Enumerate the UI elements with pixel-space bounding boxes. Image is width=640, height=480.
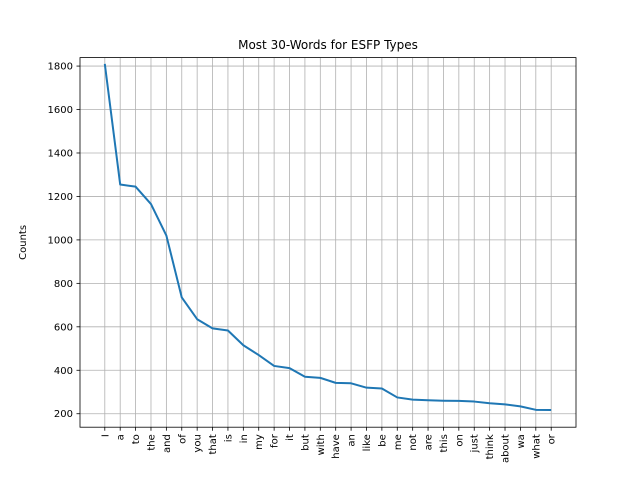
x-tick-label: like [362, 434, 373, 451]
x-tick-label: about [501, 434, 512, 463]
y-axis-ticks: 200 400 600 800 1000 1200 1400 1600 1800 [48, 62, 80, 420]
x-tick-label: for [270, 433, 281, 448]
x-tick-label: the [146, 434, 157, 450]
y-tick-label: 1200 [48, 192, 73, 203]
x-tick-label: what [531, 434, 542, 459]
y-tick-label: 800 [54, 279, 73, 290]
x-tick-label: in [239, 434, 250, 443]
x-tick-label: to [131, 434, 142, 444]
x-gridlines [104, 57, 552, 428]
y-gridlines [80, 65, 576, 415]
x-tick-label: that [208, 434, 219, 454]
x-tick-label: me [393, 434, 404, 450]
x-tick-label: and [162, 434, 173, 453]
x-tick-label: or [547, 433, 558, 444]
x-tick-label: my [254, 434, 265, 450]
y-tick-label: 1000 [48, 235, 73, 246]
y-tick-label: 1800 [48, 62, 73, 73]
x-tick-label: wa [516, 434, 527, 448]
x-tick-label: just [470, 434, 481, 453]
x-tick-label: have [331, 434, 342, 459]
plot-frame [79, 57, 577, 428]
chart-title: Most 30-Words for ESFP Types [238, 38, 418, 52]
y-tick-label: 1600 [48, 105, 73, 116]
x-tick-label: I [100, 434, 111, 437]
x-tick-label: not [408, 434, 419, 450]
y-tick-label: 200 [54, 409, 73, 420]
x-tick-label: an [347, 434, 358, 446]
x-tick-label: think [485, 434, 496, 459]
x-tick-label: a [116, 434, 127, 440]
x-tick-label: on [454, 434, 465, 446]
y-tick-label: 600 [54, 322, 73, 333]
y-tick-label: 1400 [48, 148, 73, 159]
x-tick-label: are [424, 434, 435, 450]
y-tick-label: 400 [54, 366, 73, 377]
x-tick-label: this [439, 434, 450, 452]
x-tick-label: it [285, 434, 296, 441]
x-tick-label: you [193, 434, 204, 452]
x-tick-label: but [300, 434, 311, 451]
x-tick-label: of [177, 434, 188, 444]
x-tick-label: with [316, 434, 327, 455]
y-axis-label: Counts [18, 225, 29, 260]
series-line [103, 63, 552, 412]
x-tick-label: be [377, 434, 388, 447]
x-tick-label: is [223, 434, 234, 442]
